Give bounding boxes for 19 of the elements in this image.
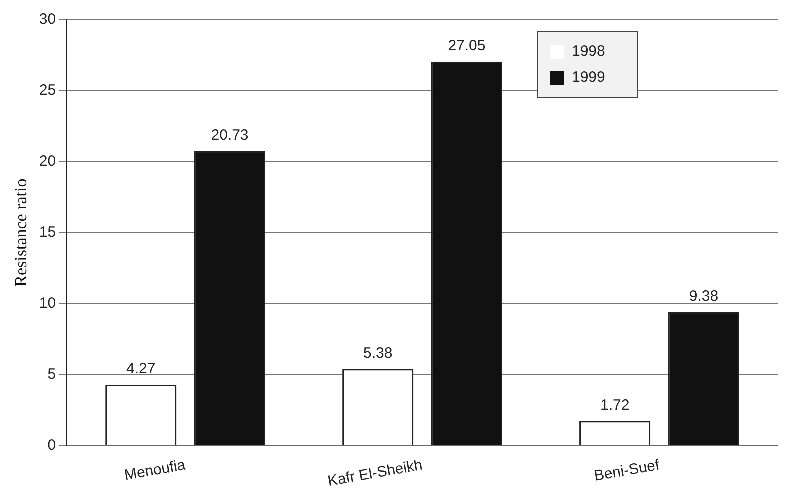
x-tick-label: Beni-Suef — [593, 456, 662, 485]
y-tick-label: 5 — [48, 366, 56, 383]
x-tick-label: Menoufia — [123, 456, 188, 484]
data-label: 27.05 — [448, 37, 486, 54]
y-axis-title: Resistance ratio — [12, 178, 31, 287]
y-tick-label: 15 — [39, 224, 56, 241]
data-label: 5.38 — [364, 344, 393, 362]
data-label: 4.27 — [126, 360, 156, 378]
y-tick-label: 20 — [39, 153, 56, 170]
y-tick-label: 10 — [39, 294, 56, 312]
y-tick-label: 25 — [39, 82, 56, 100]
y-tick-label: 30 — [39, 11, 56, 28]
y-tick-label: 0 — [48, 436, 56, 454]
data-label: 1.72 — [600, 396, 630, 414]
data-label: 20.73 — [211, 127, 249, 144]
legend-label: 1999 — [572, 69, 606, 86]
x-tick-label: Kafr El-Sheikh — [326, 456, 424, 490]
legend-label: 1998 — [572, 43, 606, 60]
data-label: 9.38 — [689, 288, 719, 306]
